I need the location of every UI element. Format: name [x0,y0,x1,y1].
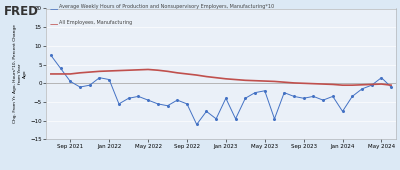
Text: All Employees, Manufacturing: All Employees, Manufacturing [59,20,132,24]
Y-axis label: Chg. From Yr. Ago, Hours*10, Percent Change
from Year
Ago: Chg. From Yr. Ago, Hours*10, Percent Cha… [13,24,28,123]
Text: —: — [50,20,58,29]
Text: FRED: FRED [4,5,39,18]
Text: —: — [50,5,58,14]
Text: Average Weekly Hours of Production and Nonsupervisory Employers, Manufacturing*1: Average Weekly Hours of Production and N… [59,4,274,9]
